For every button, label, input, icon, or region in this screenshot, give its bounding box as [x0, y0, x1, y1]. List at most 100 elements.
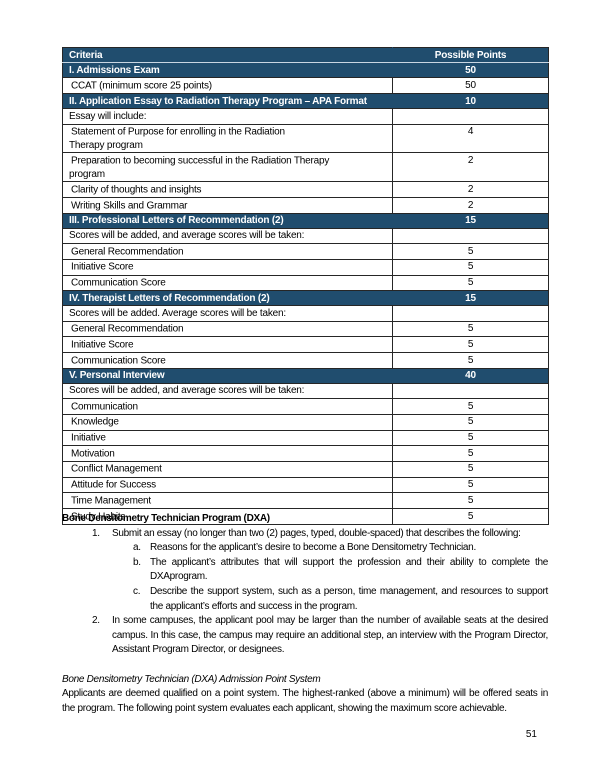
page-number: 51: [525, 729, 537, 740]
bullet-icon: ●: [64, 354, 72, 367]
body-text-block: Bone Densitometry Technician Program (DX…: [62, 512, 548, 716]
points-cell: 5: [392, 336, 549, 354]
criteria-cell: ●Preparation to becoming successful in t…: [62, 152, 393, 183]
criteria-label: Initiative Score: [71, 339, 134, 351]
criteria-cell: ●Motivation: [62, 445, 393, 462]
criteria-cell: IV. Therapist Letters of Recommendation …: [62, 290, 393, 307]
criteria-cell: ●Knowledge: [62, 413, 393, 431]
criteria-label: III. Professional Letters of Recommendat…: [69, 215, 284, 227]
list-item-marker: 2.: [92, 615, 100, 627]
criteria-cell: Essay will include:: [62, 108, 393, 125]
bullet-icon: ●: [64, 478, 72, 491]
admission-points-table: Criteria Possible Points I. Admissions E…: [62, 46, 549, 525]
points-cell: 5: [392, 258, 549, 276]
criteria-label: Attitude for Success: [71, 479, 156, 491]
points-cell: 5: [392, 274, 549, 292]
table-row: ●CCAT (minimum score 25 points)50: [62, 77, 549, 95]
table-row: II. Application Essay to Radiation Thera…: [62, 93, 549, 110]
points-cell: 2: [392, 197, 549, 214]
criteria-cell: ●Initiative Score: [62, 258, 393, 276]
criteria-cell: ●General Recommendation: [62, 320, 393, 338]
criteria-label: Communication Score: [71, 277, 166, 289]
criteria-column-header: Criteria: [62, 46, 393, 64]
points-cell: [392, 227, 549, 245]
criteria-label: Preparation to becoming successful in th…: [69, 155, 330, 180]
points-cell: 5: [392, 320, 549, 338]
criteria-label: Knowledge: [71, 416, 119, 428]
criteria-cell: V. Personal Interview: [62, 367, 393, 384]
table-row: Scores will be added, and average scores…: [62, 227, 549, 245]
criteria-cell: III. Professional Letters of Recommendat…: [62, 212, 393, 229]
bullet-icon: ●: [64, 245, 72, 258]
criteria-label: IV. Therapist Letters of Recommendation …: [69, 292, 270, 304]
criteria-label: I. Admissions Exam: [69, 64, 160, 76]
bullet-icon: ●: [64, 125, 72, 138]
criteria-cell: ●Study Habits: [62, 508, 393, 525]
points-cell: 50: [392, 77, 549, 95]
list-item: b. The applicant’s attributes that will s…: [62, 556, 548, 585]
criteria-label: Writing Skills and Grammar: [71, 200, 188, 212]
bullet-icon: ●: [64, 447, 72, 460]
list-item-text: In some campuses, the applicant pool may…: [112, 615, 548, 656]
table-row: Scores will be added, and average scores…: [62, 382, 549, 400]
points-cell: [392, 382, 549, 400]
points-cell: 5: [392, 352, 549, 369]
table-row: ●Preparation to becoming successful in t…: [62, 152, 549, 183]
criteria-label: Motivation: [71, 448, 115, 460]
criteria-cell: ●Attitude for Success: [62, 476, 393, 494]
table-row: Scores will be added. Average scores wil…: [62, 305, 549, 322]
criteria-label: Initiative: [71, 432, 106, 444]
criteria-label: Time Management: [71, 495, 151, 507]
points-cell: 5: [392, 429, 549, 447]
points-cell: 2: [392, 152, 549, 183]
points-cell: 50: [392, 62, 549, 79]
criteria-cell: ●Conflict Management: [62, 460, 393, 478]
points-cell: 5: [392, 492, 549, 510]
table-row: V. Personal Interview 40: [62, 367, 549, 384]
points-cell: 10: [392, 93, 549, 110]
bullet-icon: ●: [64, 260, 72, 273]
bullet-icon: ●: [64, 154, 72, 167]
list-item-marker: b.: [133, 556, 141, 568]
points-cell: 5: [392, 243, 549, 260]
list-item-marker: c.: [133, 585, 141, 597]
criteria-cell: ●General Recommendation: [62, 243, 393, 260]
points-cell: 2: [392, 181, 549, 199]
points-cell: 5: [392, 445, 549, 462]
possible-points-column-header: Possible Points: [392, 46, 549, 64]
bullet-icon: ●: [64, 322, 72, 335]
list-item: 1. Submit an essay (no longer than two (2…: [62, 527, 548, 542]
list-item-text: Submit an essay (no longer than two (2) …: [112, 527, 521, 539]
point-system-paragraph: Applicants are deemed qualified on a poi…: [62, 688, 548, 714]
bullet-icon: ●: [64, 431, 72, 444]
criteria-cell: ●Writing Skills and Grammar: [62, 197, 393, 214]
list-item-text: Reasons for the applicant’s desire to be…: [150, 542, 476, 554]
points-cell: 5: [392, 508, 549, 525]
criteria-cell: ●Initiative Score: [62, 336, 393, 354]
bullet-icon: ●: [64, 494, 72, 507]
table-row: IV. Therapist Letters of Recommendation …: [62, 290, 549, 307]
criteria-cell: Scores will be added, and average scores…: [62, 227, 393, 245]
bullet-icon: ●: [64, 79, 72, 92]
criteria-label: Initiative Score: [71, 261, 134, 273]
list-item-marker: 1.: [92, 527, 100, 539]
criteria-label: Scores will be added, and average scores…: [69, 385, 305, 397]
bullet-icon: ●: [64, 400, 72, 413]
points-cell: 5: [392, 476, 549, 494]
points-cell: 15: [392, 290, 549, 307]
criteria-label: II. Application Essay to Radiation Thera…: [69, 95, 367, 107]
bullet-icon: ●: [64, 338, 72, 351]
criteria-cell: I. Admissions Exam: [62, 62, 393, 79]
criteria-cell: Scores will be added. Average scores wil…: [62, 305, 393, 322]
criteria-cell: ●Time Management: [62, 492, 393, 510]
table-row: ●Statement of Purpose for enrolling in t…: [62, 123, 549, 154]
